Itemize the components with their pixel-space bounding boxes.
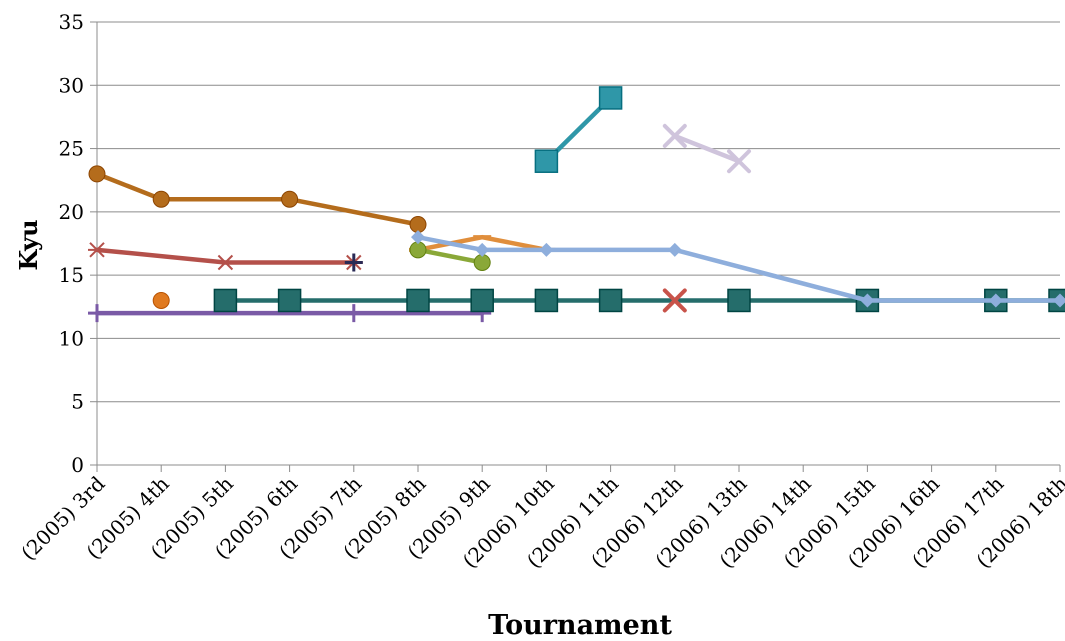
data-point	[152, 291, 170, 309]
data-point	[409, 216, 427, 234]
data-point	[281, 190, 299, 208]
series-8	[411, 230, 1065, 308]
data-point	[534, 288, 559, 313]
y-tick-label: 5	[71, 390, 84, 414]
data-point	[344, 253, 363, 272]
data-point	[667, 242, 682, 257]
data-point	[88, 165, 106, 183]
data-point	[406, 288, 430, 313]
series-line	[94, 247, 357, 265]
data-point	[534, 149, 559, 173]
data-point	[860, 293, 875, 308]
data-point	[662, 123, 687, 148]
y-tick-label: 0	[71, 453, 84, 477]
data-point	[152, 190, 170, 208]
data-point	[409, 241, 427, 259]
data-point	[539, 242, 554, 257]
data-point	[411, 230, 425, 245]
y-tick-label: 30	[59, 73, 84, 97]
data-point	[662, 288, 687, 313]
series-9	[534, 86, 623, 173]
data-point	[88, 304, 106, 323]
series-11	[662, 123, 751, 174]
series-0	[88, 165, 427, 234]
y-axis-title: Kyu	[14, 219, 43, 270]
data-point	[216, 254, 235, 271]
series-line	[415, 247, 485, 265]
series-7	[409, 241, 491, 271]
y-tick-label: 25	[59, 137, 84, 161]
data-point	[473, 253, 491, 271]
data-point	[727, 288, 751, 313]
series-line	[672, 133, 742, 164]
data-point	[598, 86, 623, 110]
series-layer	[88, 86, 1065, 323]
y-tick-label: 15	[59, 263, 84, 287]
data-point	[1053, 293, 1065, 308]
y-tick-label: 20	[59, 200, 84, 224]
data-point	[598, 288, 623, 313]
x-axis-title: Tournament	[488, 610, 672, 641]
series-3	[152, 291, 170, 309]
axis-layer	[90, 21, 1061, 472]
data-point	[277, 288, 302, 313]
series-10	[662, 288, 687, 313]
grid-layer	[97, 21, 1060, 403]
y-tick-label: 10	[59, 326, 84, 350]
series-5	[344, 253, 363, 272]
data-point	[213, 288, 238, 313]
data-point	[470, 288, 494, 313]
series-1	[88, 242, 363, 271]
series-line	[94, 171, 421, 227]
data-point	[988, 293, 1003, 308]
data-point	[475, 242, 490, 257]
data-point	[344, 304, 363, 323]
y-tick-label: 35	[59, 10, 84, 34]
data-point	[88, 242, 106, 258]
data-point	[727, 149, 751, 174]
